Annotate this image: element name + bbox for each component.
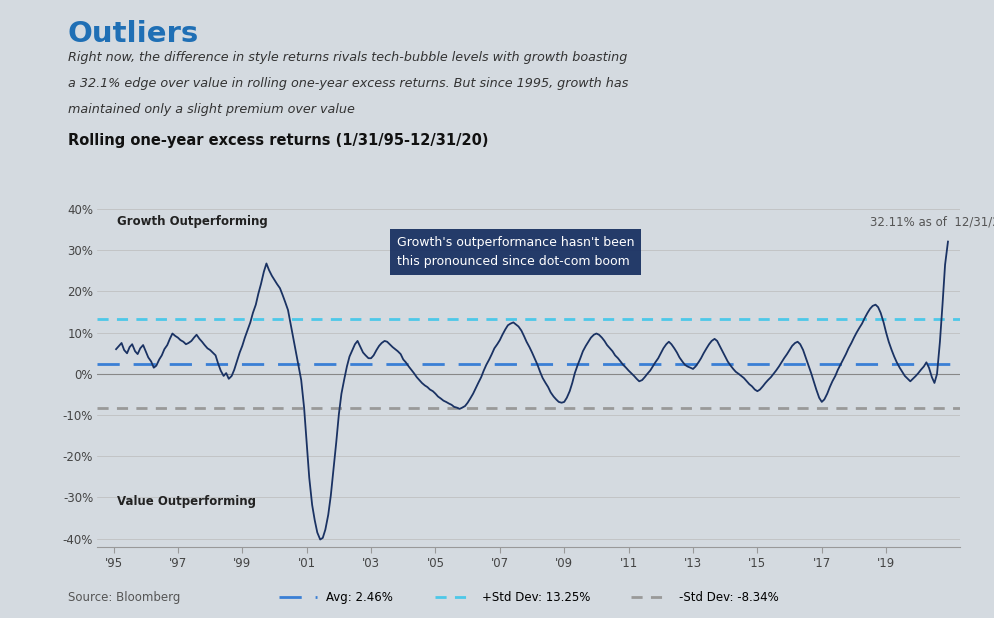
- Text: Source: Bloomberg: Source: Bloomberg: [68, 591, 180, 604]
- Legend: Avg: 2.46%, +Std Dev: 13.25%, -Std Dev: -8.34%: Avg: 2.46%, +Std Dev: 13.25%, -Std Dev: …: [274, 586, 783, 609]
- Text: Rolling one-year excess returns (1/31/95-12/31/20): Rolling one-year excess returns (1/31/95…: [68, 133, 488, 148]
- Text: 32.11% as of  12/31/20: 32.11% as of 12/31/20: [870, 215, 994, 228]
- Text: maintained only a slight premium over value: maintained only a slight premium over va…: [68, 103, 355, 116]
- Text: Growth's outperformance hasn't been
this pronounced since dot-com boom: Growth's outperformance hasn't been this…: [397, 236, 634, 268]
- Text: Right now, the difference in style returns rivals tech-bubble levels with growth: Right now, the difference in style retur…: [68, 51, 627, 64]
- Text: a 32.1% edge over value in rolling one-year excess returns. But since 1995, grow: a 32.1% edge over value in rolling one-y…: [68, 77, 628, 90]
- Text: Outliers: Outliers: [68, 20, 199, 48]
- Text: Growth Outperforming: Growth Outperforming: [116, 215, 267, 228]
- Text: Value Outperforming: Value Outperforming: [116, 496, 255, 509]
